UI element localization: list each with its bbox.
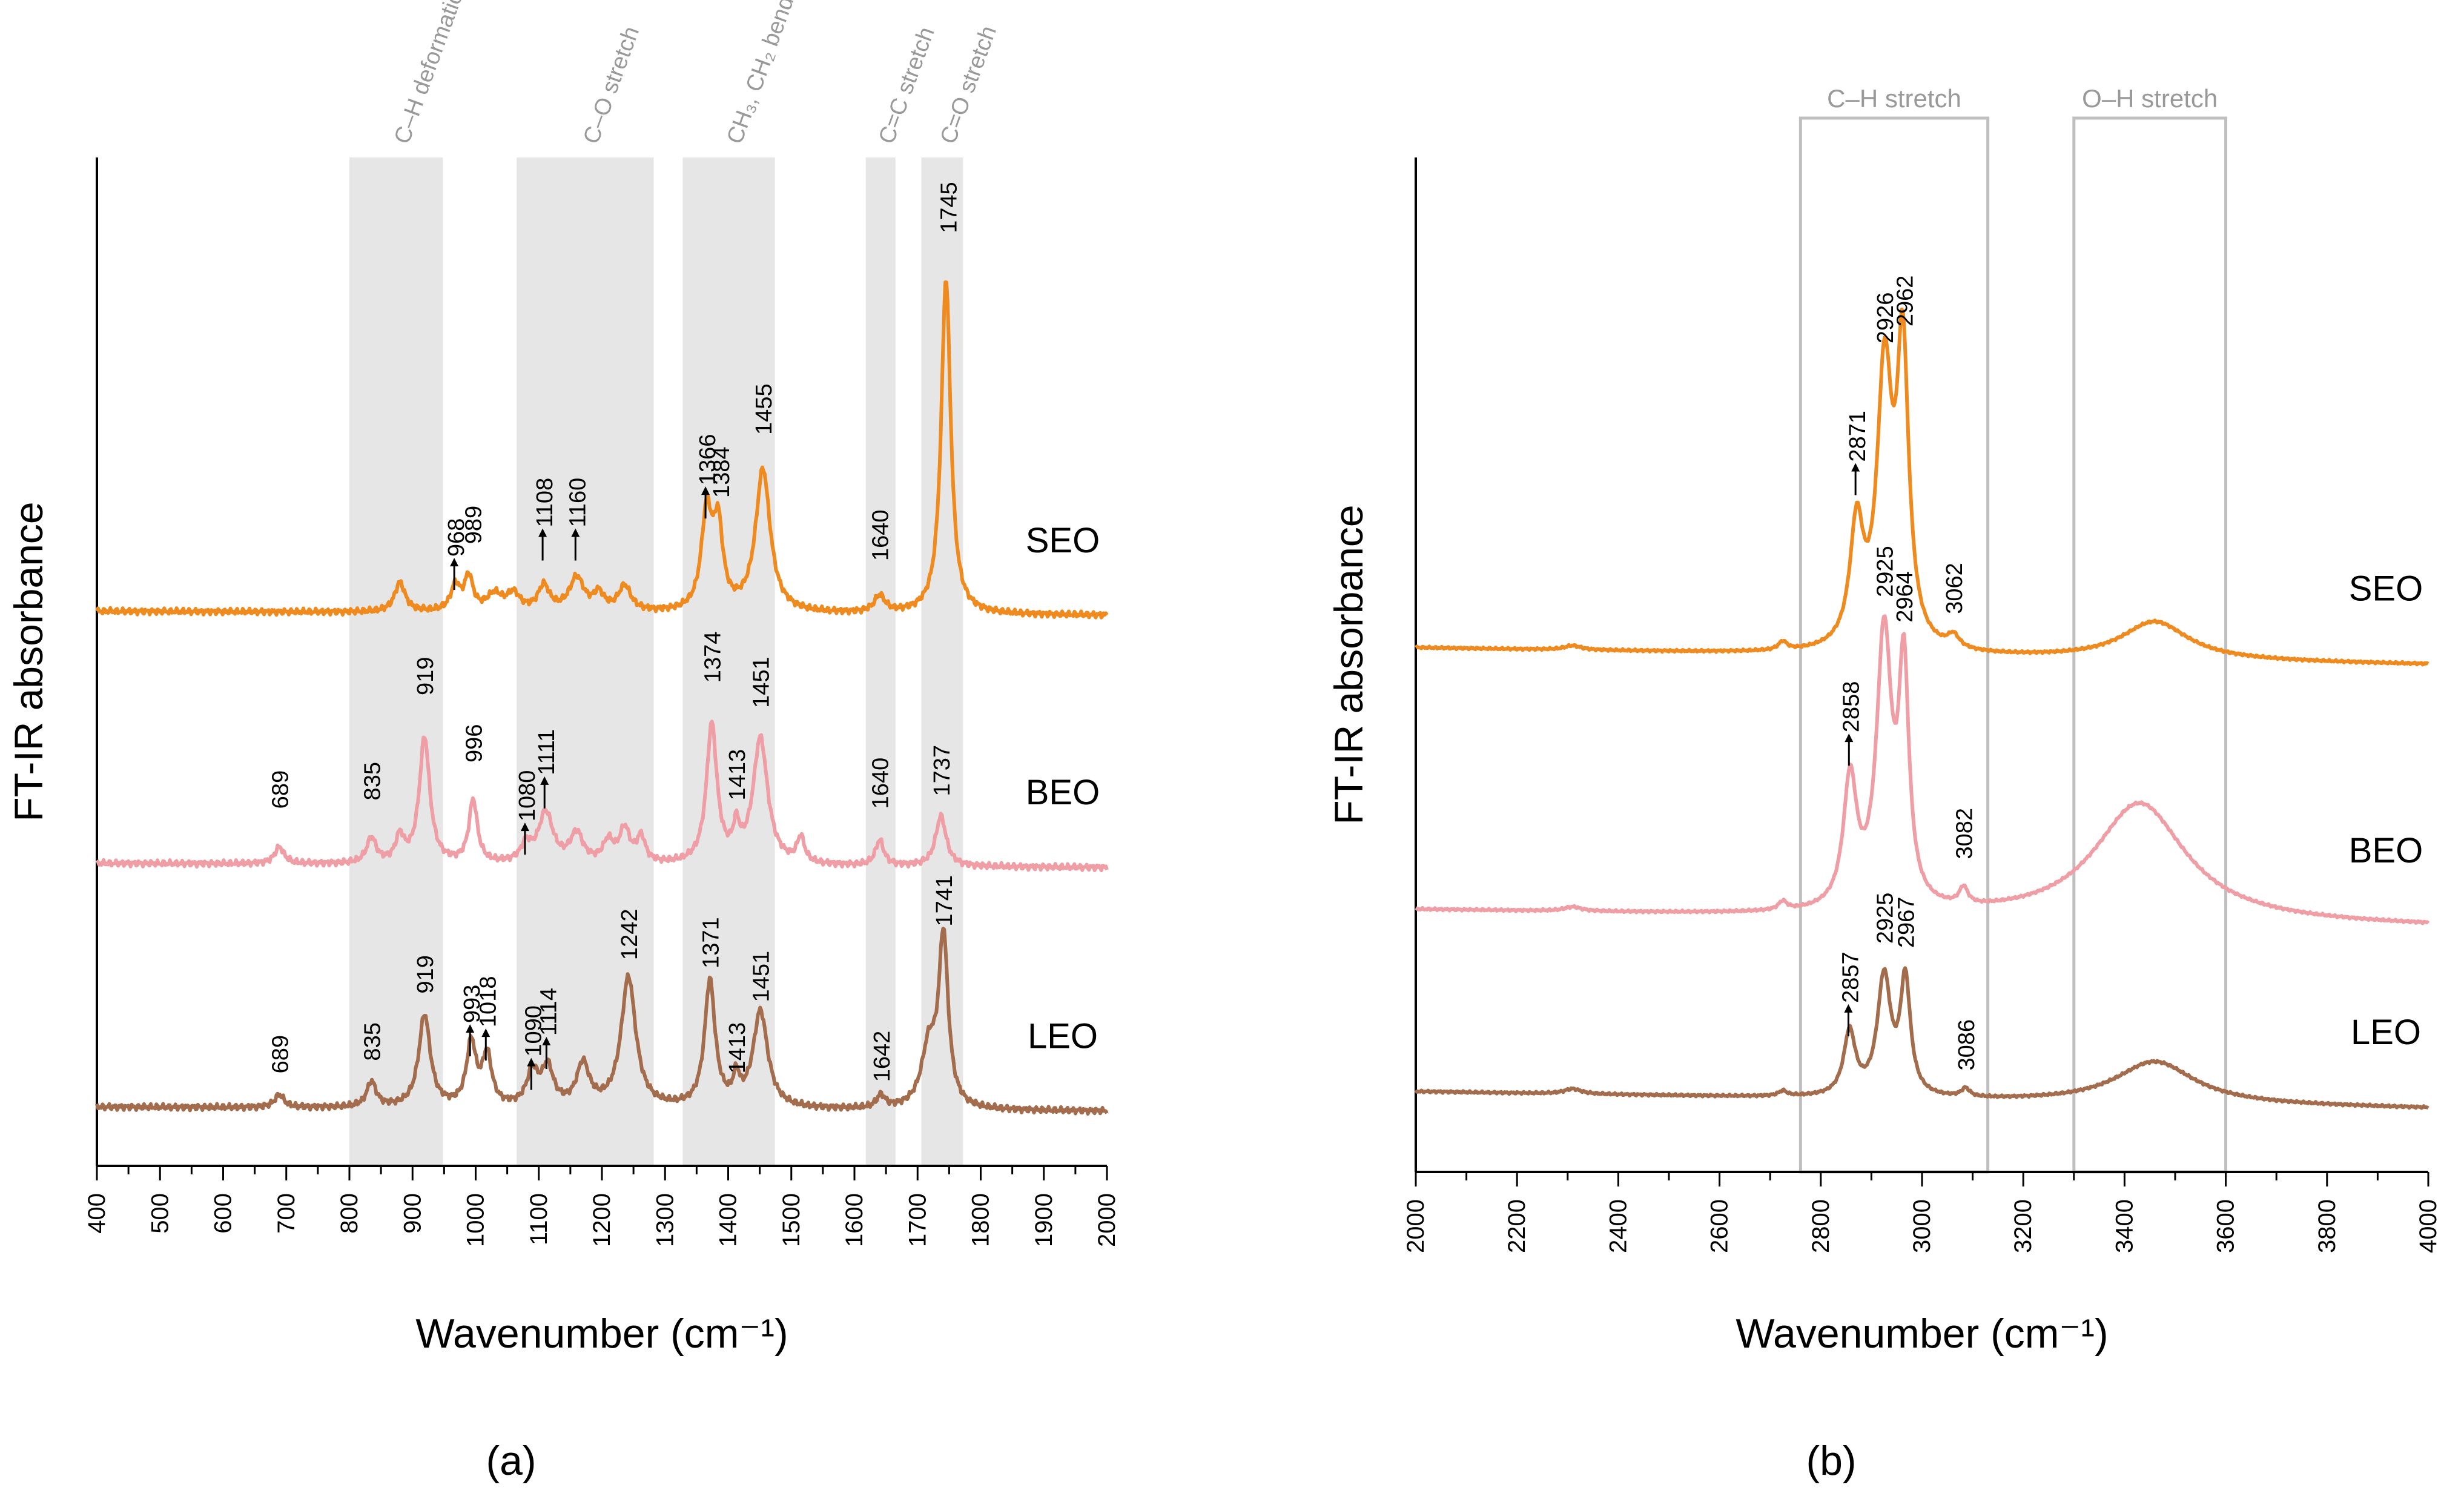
band-0 <box>349 157 443 1166</box>
peak-label: 1090 <box>521 1005 546 1057</box>
peak-label: 1374 <box>700 632 725 683</box>
peak-label: 993 <box>460 985 485 1023</box>
band-label-4: C=O stretch <box>936 22 1002 147</box>
x-tick-label: 1600 <box>841 1193 868 1247</box>
x-axis-label: Wavenumber (cm⁻¹) <box>415 1311 788 1357</box>
peak-arrowhead <box>481 1028 490 1037</box>
peak-arrowhead <box>466 1024 475 1033</box>
x-tick-label: 1300 <box>652 1193 678 1247</box>
peak-label: 1371 <box>698 917 724 968</box>
peak-label: 1111 <box>534 729 560 775</box>
peak-arrowhead <box>520 822 529 832</box>
peak-label: 1413 <box>725 1022 750 1074</box>
peak-arrowhead <box>450 558 459 567</box>
peak-label: 1451 <box>749 657 775 708</box>
peak-label: 835 <box>360 762 385 800</box>
peak-label: 1737 <box>930 745 955 796</box>
y-axis-label: FT-IR absorbance <box>6 501 51 821</box>
x-tick-label: 1100 <box>526 1193 552 1245</box>
x-tick-label: 1800 <box>968 1193 994 1247</box>
x-tick-label: 2000 <box>1094 1193 1120 1247</box>
peak-label: 835 <box>360 1022 385 1061</box>
peak-arrowhead <box>542 1036 551 1045</box>
x-tick-label: 700 <box>273 1193 300 1234</box>
panel-label: (a) <box>486 1438 536 1484</box>
peak-label: 1018 <box>475 976 501 1028</box>
band-4 <box>921 157 963 1166</box>
peak-label: 1080 <box>515 770 540 822</box>
x-tick-label: 1700 <box>904 1193 931 1247</box>
band-label-1: C–O stretch <box>578 23 644 147</box>
peak-label: 1108 <box>532 478 558 528</box>
band-3 <box>865 157 896 1166</box>
series-name-SEO: SEO <box>1026 521 1100 560</box>
peak-arrowhead <box>571 528 580 537</box>
peak-label: 1642 <box>870 1031 895 1082</box>
band-2 <box>682 157 775 1166</box>
series-name-LEO: LEO <box>1028 1016 1098 1056</box>
peak-label: 1451 <box>749 951 775 1002</box>
x-tick-label: 800 <box>336 1193 363 1234</box>
series-line-LEO <box>95 927 1109 1116</box>
peak-label: 919 <box>413 955 438 993</box>
peak-label: 1455 <box>751 383 777 435</box>
peak-arrowhead <box>540 776 549 785</box>
peak-label: 1114 <box>536 988 561 1036</box>
series-line-SEO <box>95 280 1109 620</box>
x-tick-label: 400 <box>84 1193 110 1234</box>
peak-arrowhead <box>527 1057 536 1067</box>
peak-label: 919 <box>413 657 438 695</box>
peak-label: 968 <box>444 518 469 557</box>
peak-label: 1413 <box>725 749 750 801</box>
peak-label: 989 <box>461 506 486 544</box>
series-name-BEO: BEO <box>1026 773 1100 812</box>
x-tick-label: 1400 <box>715 1193 742 1247</box>
x-tick-label: 1200 <box>589 1193 615 1247</box>
peak-label: 1366 <box>695 434 721 486</box>
peak-label: 1745 <box>936 182 962 233</box>
x-tick-label: 600 <box>210 1193 237 1234</box>
series-line-BEO <box>95 720 1109 873</box>
peak-arrowhead <box>538 528 547 537</box>
peak-label: 1160 <box>565 478 590 528</box>
peak-arrowhead <box>701 486 710 495</box>
x-tick-label: 500 <box>147 1193 173 1234</box>
peak-label: 689 <box>268 1035 293 1073</box>
band-label-3: C=C stretch <box>874 24 939 147</box>
x-tick-label: 1500 <box>778 1193 805 1247</box>
x-tick-label: 1900 <box>1031 1193 1057 1247</box>
band-label-0: C–H deformation <box>389 0 473 147</box>
peak-label: 1242 <box>617 909 642 961</box>
x-tick-label: 1000 <box>463 1193 489 1247</box>
peak-label: 1640 <box>868 509 894 561</box>
x-tick-label: 900 <box>399 1193 426 1234</box>
peak-label: 996 <box>461 724 487 763</box>
peak-label: 1640 <box>868 758 894 809</box>
peak-label: 689 <box>268 770 293 809</box>
band-label-2: CH₃, CH₂ bending <box>722 0 810 147</box>
peak-label: 1384 <box>709 446 735 498</box>
peak-label: 1741 <box>932 875 957 927</box>
